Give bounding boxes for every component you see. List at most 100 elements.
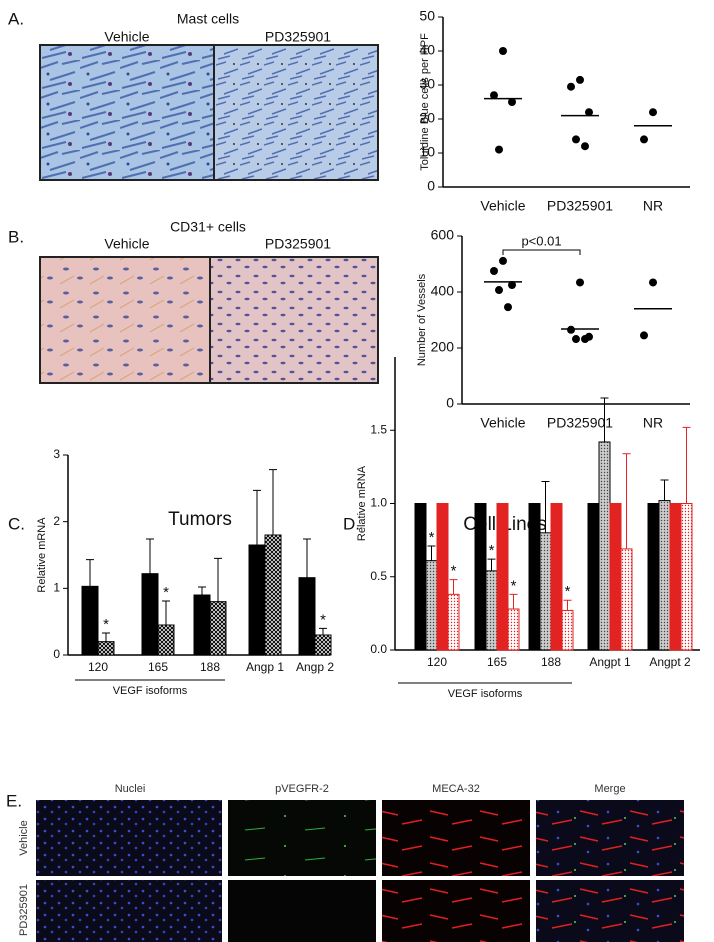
x-tick-label: 165: [487, 655, 507, 669]
error-bar: [214, 557, 222, 602]
error-bar: [682, 426, 691, 504]
data-point: [508, 98, 516, 106]
data-point: [567, 82, 575, 91]
row-label: Vehicle: [18, 820, 30, 855]
y-tick-label: 400: [431, 283, 455, 299]
bar: [157, 624, 175, 656]
bar: [248, 544, 266, 656]
panel-title: CD31+ cells: [170, 219, 246, 235]
y-tick-label: 10: [419, 144, 435, 160]
x-tick-label: PD325901: [547, 415, 613, 431]
y-tick-label: 0: [427, 178, 435, 194]
panel-label: E.: [6, 791, 22, 810]
error-bar: [303, 538, 311, 578]
x-tick-label: 188: [541, 655, 561, 669]
error-bar: [319, 627, 327, 635]
bar: [550, 503, 563, 651]
caption: Vehicle: [104, 29, 149, 45]
bar: [209, 601, 227, 656]
panel-label: D.: [343, 514, 360, 533]
x-tick-label: Angp 2: [296, 660, 334, 674]
bar: [298, 577, 316, 656]
row-label: PD325901: [18, 884, 30, 936]
bar: [414, 503, 427, 651]
x-tick-label: 120: [88, 660, 108, 674]
x-tick-label: 120: [427, 655, 447, 669]
x-tick-label: NR: [643, 415, 663, 431]
significance: *: [163, 584, 169, 601]
annotation: p<0.01: [521, 233, 561, 248]
error-bar: [449, 579, 458, 595]
significance: *: [429, 529, 435, 546]
y-tick-label: 3: [53, 447, 60, 461]
bar: [496, 503, 509, 651]
error-bar: [198, 586, 206, 595]
column-label: Merge: [594, 783, 625, 795]
y-axis-label: Number of Vessels: [416, 273, 428, 366]
x-tick-label: Angpt 2: [649, 655, 691, 669]
group-label: VEGF isoforms: [113, 685, 188, 697]
micrograph: [382, 880, 530, 942]
bar: [81, 585, 99, 656]
y-tick-label: 0.5: [370, 569, 387, 583]
x-tick-label: 165: [148, 660, 168, 674]
data-point: [499, 256, 507, 265]
error-bar: [102, 632, 110, 642]
micrograph: [36, 800, 222, 876]
bar: [485, 570, 498, 651]
data-point: [490, 91, 498, 100]
x-tick-label: Vehicle: [480, 198, 525, 214]
error-bar: [487, 558, 496, 571]
bar: [97, 641, 115, 656]
y-tick-label: 0: [53, 647, 60, 661]
panel-label: C.: [8, 514, 25, 533]
bar: [474, 503, 487, 651]
y-tick-label: 0.0: [370, 642, 387, 656]
bar: [507, 608, 520, 651]
error-bar: [622, 453, 631, 549]
y-tick-label: 2: [53, 514, 60, 528]
error-bar: [253, 489, 261, 545]
bar: [658, 500, 671, 651]
error-bar: [427, 545, 436, 561]
y-tick-label: 30: [419, 76, 435, 92]
significance: *: [565, 583, 571, 600]
significance: *: [451, 563, 457, 580]
y-axis-label: Toluidine Blue cells per HPF: [419, 33, 431, 171]
bar: [193, 594, 211, 656]
micrograph: [36, 880, 222, 942]
caption: PD325901: [265, 236, 331, 252]
bar: [314, 634, 332, 656]
x-tick-label: 188: [200, 660, 220, 674]
data-point: [640, 331, 648, 340]
y-tick-label: 20: [419, 110, 435, 126]
bar: [647, 503, 660, 651]
x-tick-label: NR: [643, 198, 663, 214]
micrograph: [228, 880, 376, 942]
caption: Vehicle: [104, 236, 149, 252]
data-point: [649, 278, 657, 287]
y-axis-label: Relative mRNA: [36, 517, 48, 593]
micrograph: [536, 880, 684, 942]
x-tick-label: Angp 1: [246, 660, 284, 674]
micrograph: [382, 800, 530, 876]
error-bar: [541, 481, 550, 533]
bar: [561, 609, 574, 651]
column-label: Nuclei: [115, 783, 146, 795]
data-point: [585, 108, 593, 117]
y-tick-label: 0: [446, 395, 454, 411]
data-point: [495, 286, 503, 295]
data-point: [567, 325, 575, 334]
error-bar: [146, 538, 154, 574]
error-bar: [660, 479, 669, 501]
error-bar: [162, 600, 170, 625]
data-point: [581, 335, 589, 344]
significance: *: [320, 611, 326, 628]
data-point: [581, 142, 589, 151]
bar: [587, 503, 600, 651]
x-tick-label: Vehicle: [480, 415, 525, 431]
bar: [436, 503, 449, 651]
data-point: [576, 278, 584, 287]
